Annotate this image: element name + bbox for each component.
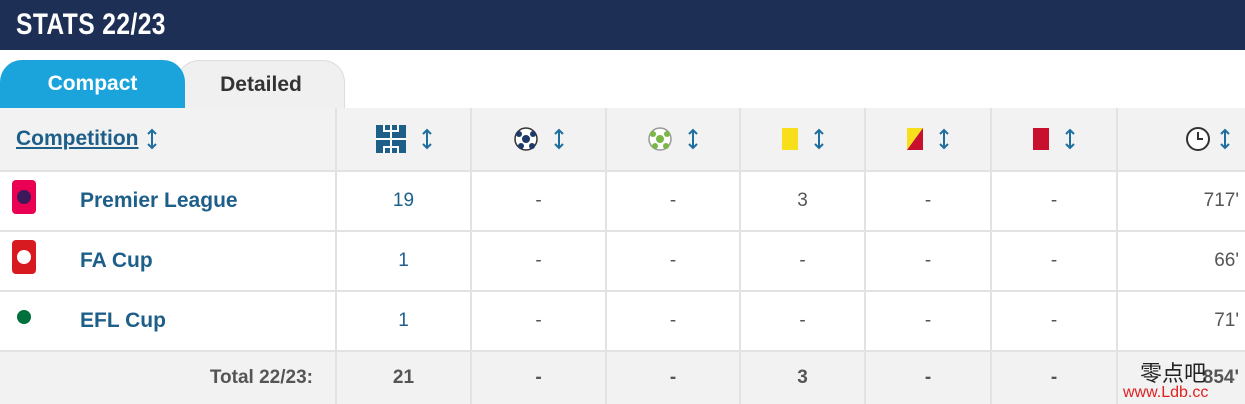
header-cell[interactable] — [1118, 108, 1245, 172]
appearances-icon — [375, 125, 406, 153]
stat-cell: 71' — [1118, 292, 1245, 352]
competition-logo — [12, 300, 36, 334]
total-cell: - — [866, 352, 992, 404]
sort-icon[interactable] — [813, 128, 825, 150]
stat-cell: - — [741, 232, 866, 292]
watermark: 零点吧 — [1140, 362, 1207, 387]
stat-cell: - — [866, 292, 992, 352]
sort-icon[interactable] — [1064, 128, 1076, 150]
stat-cell: - — [607, 172, 741, 232]
sort-icon[interactable] — [938, 128, 950, 150]
stat-cell[interactable]: 19 — [337, 172, 472, 232]
header-cell[interactable] — [337, 108, 472, 172]
header-cell[interactable]: Competition — [0, 108, 337, 172]
header-cell[interactable] — [992, 108, 1118, 172]
stat-cell: - — [741, 292, 866, 352]
watermark-url: www.Ldb.cc — [1123, 384, 1209, 401]
stat-cell: - — [607, 232, 741, 292]
stat-cell: - — [472, 172, 607, 232]
sort-icon[interactable] — [687, 128, 699, 150]
total-cell: - — [472, 352, 607, 404]
minutes-icon — [1186, 127, 1210, 151]
competition-name[interactable]: Premier League — [80, 189, 238, 212]
total-cell: 21 — [337, 352, 472, 404]
stat-cell: - — [607, 292, 741, 352]
goals-icon — [513, 127, 538, 151]
sort-icon[interactable] — [146, 128, 158, 150]
red-card-icon — [1033, 128, 1049, 150]
yellow-card-icon — [781, 128, 798, 150]
stat-cell: - — [866, 232, 992, 292]
stat-cell: - — [992, 292, 1118, 352]
tab[interactable]: Detailed — [177, 60, 345, 108]
row-bg — [0, 292, 337, 352]
total-cell: - — [607, 352, 741, 404]
sort-icon[interactable] — [421, 128, 433, 150]
stat-cell[interactable]: 1 — [337, 232, 472, 292]
total-label: Total 22/23: — [0, 352, 337, 404]
row-bg — [0, 172, 337, 232]
stat-cell: 66' — [1118, 232, 1245, 292]
total-cell: 854' — [1202, 367, 1239, 388]
title: STATS 22/23 — [16, 8, 166, 41]
header-bar — [0, 0, 1245, 50]
competition-logo — [12, 240, 36, 274]
row-bg — [0, 232, 337, 292]
competition-logo — [12, 180, 36, 214]
stat-cell: - — [866, 172, 992, 232]
header-cell[interactable] — [607, 108, 741, 172]
total-cell: - — [992, 352, 1118, 404]
sort-icon[interactable] — [1219, 128, 1231, 150]
stat-cell: 717' — [1118, 172, 1245, 232]
total-cell: 3 — [741, 352, 866, 404]
stat-cell[interactable]: 1 — [337, 292, 472, 352]
header-cell[interactable] — [741, 108, 866, 172]
second-yellow-icon — [907, 128, 923, 150]
competition-name[interactable]: FA Cup — [80, 249, 153, 272]
tab-active[interactable]: Compact — [0, 60, 185, 108]
header-cell[interactable] — [866, 108, 992, 172]
competition-name[interactable]: EFL Cup — [80, 309, 166, 332]
assists-icon — [648, 127, 672, 151]
stat-cell: 3 — [741, 172, 866, 232]
header-cell[interactable] — [472, 108, 607, 172]
column-header[interactable]: Competition — [16, 127, 139, 150]
stat-cell: - — [472, 292, 607, 352]
stat-cell: - — [992, 172, 1118, 232]
stat-cell: - — [992, 232, 1118, 292]
stat-cell: - — [472, 232, 607, 292]
sort-icon[interactable] — [553, 128, 565, 150]
